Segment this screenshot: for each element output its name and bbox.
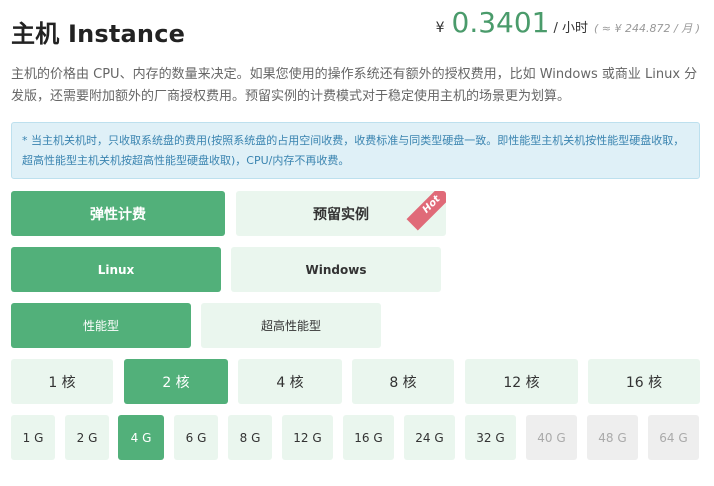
price-unit: / 小时 — [553, 21, 589, 36]
cpu-option-16[interactable]: 16 核 — [588, 359, 700, 404]
cpu-option-1[interactable]: 1 核 — [11, 359, 113, 404]
mem-option-32g[interactable]: 32 G — [465, 415, 516, 460]
mem-option-24g[interactable]: 24 G — [404, 415, 455, 460]
mem-option-12g[interactable]: 12 G — [282, 415, 333, 460]
os-windows-button[interactable]: Windows — [231, 247, 441, 292]
hourly-price: 0.3401 — [451, 6, 550, 39]
description-text: 主机的价格由 CPU、内存的数量来决定。如果您使用的操作系统还有额外的授权费用，… — [11, 67, 698, 104]
mem-option-2g[interactable]: 2 G — [65, 415, 109, 460]
os-linux-button[interactable]: Linux — [11, 247, 221, 292]
currency-symbol: ¥ — [435, 20, 445, 36]
mem-option-4g[interactable]: 4 G — [118, 415, 164, 460]
mem-option-64g: 64 G — [648, 415, 699, 460]
cpu-option-12[interactable]: 12 核 — [465, 359, 578, 404]
mem-option-48g: 48 G — [587, 415, 638, 460]
price-display: ¥ 0.3401 / 小时 ( ≈ ¥ 244.872 / 月 ) — [436, 6, 700, 39]
mem-option-16g[interactable]: 16 G — [343, 415, 394, 460]
cpu-option-4[interactable]: 4 核 — [238, 359, 342, 404]
billing-reserved-button[interactable]: 预留实例 Hot — [236, 191, 446, 236]
monthly-price: ( ≈ ¥ 244.872 / 月 ) — [594, 22, 700, 35]
billing-reserved-label: 预留实例 — [313, 206, 369, 223]
mem-option-1g[interactable]: 1 G — [11, 415, 55, 460]
cpu-option-2[interactable]: 2 核 — [124, 359, 228, 404]
mem-option-8g[interactable]: 8 G — [228, 415, 272, 460]
mem-option-40g: 40 G — [526, 415, 577, 460]
shutdown-notice: * 当主机关机时，只收取系统盘的费用(按照系统盘的占用空间收费，收费标准与同类型… — [11, 122, 700, 179]
billing-elastic-button[interactable]: 弹性计费 — [11, 191, 225, 236]
type-performance-button[interactable]: 性能型 — [11, 303, 191, 348]
cpu-option-8[interactable]: 8 核 — [352, 359, 454, 404]
type-ultra-performance-button[interactable]: 超高性能型 — [201, 303, 381, 348]
hot-badge: Hot — [406, 191, 446, 231]
mem-option-6g[interactable]: 6 G — [174, 415, 218, 460]
page-title: 主机 Instance — [11, 20, 186, 48]
